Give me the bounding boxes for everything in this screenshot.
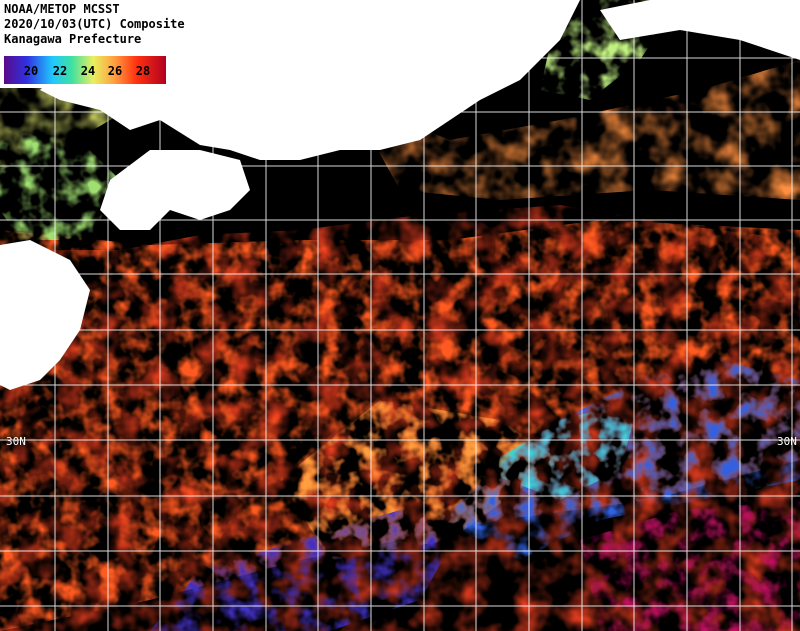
colorbar-tick: 24 bbox=[81, 64, 95, 78]
colorbar-tick: 28 bbox=[136, 64, 150, 78]
colorbar-tick: 20 bbox=[24, 64, 38, 78]
colorbar bbox=[4, 56, 166, 84]
latitude-label: 30N bbox=[777, 435, 797, 448]
colorbar-tick: 26 bbox=[108, 64, 122, 78]
header-line: Kanagawa Prefecture bbox=[4, 32, 141, 46]
header-line: 2020/10/03(UTC) Composite bbox=[4, 17, 185, 31]
latitude-label: 30N bbox=[6, 435, 26, 448]
header-box bbox=[0, 0, 196, 50]
longitude-label: 144E bbox=[757, 4, 770, 31]
header-line: NOAA/METOP MCSST bbox=[4, 2, 120, 16]
colorbar-tick: 22 bbox=[53, 64, 67, 78]
